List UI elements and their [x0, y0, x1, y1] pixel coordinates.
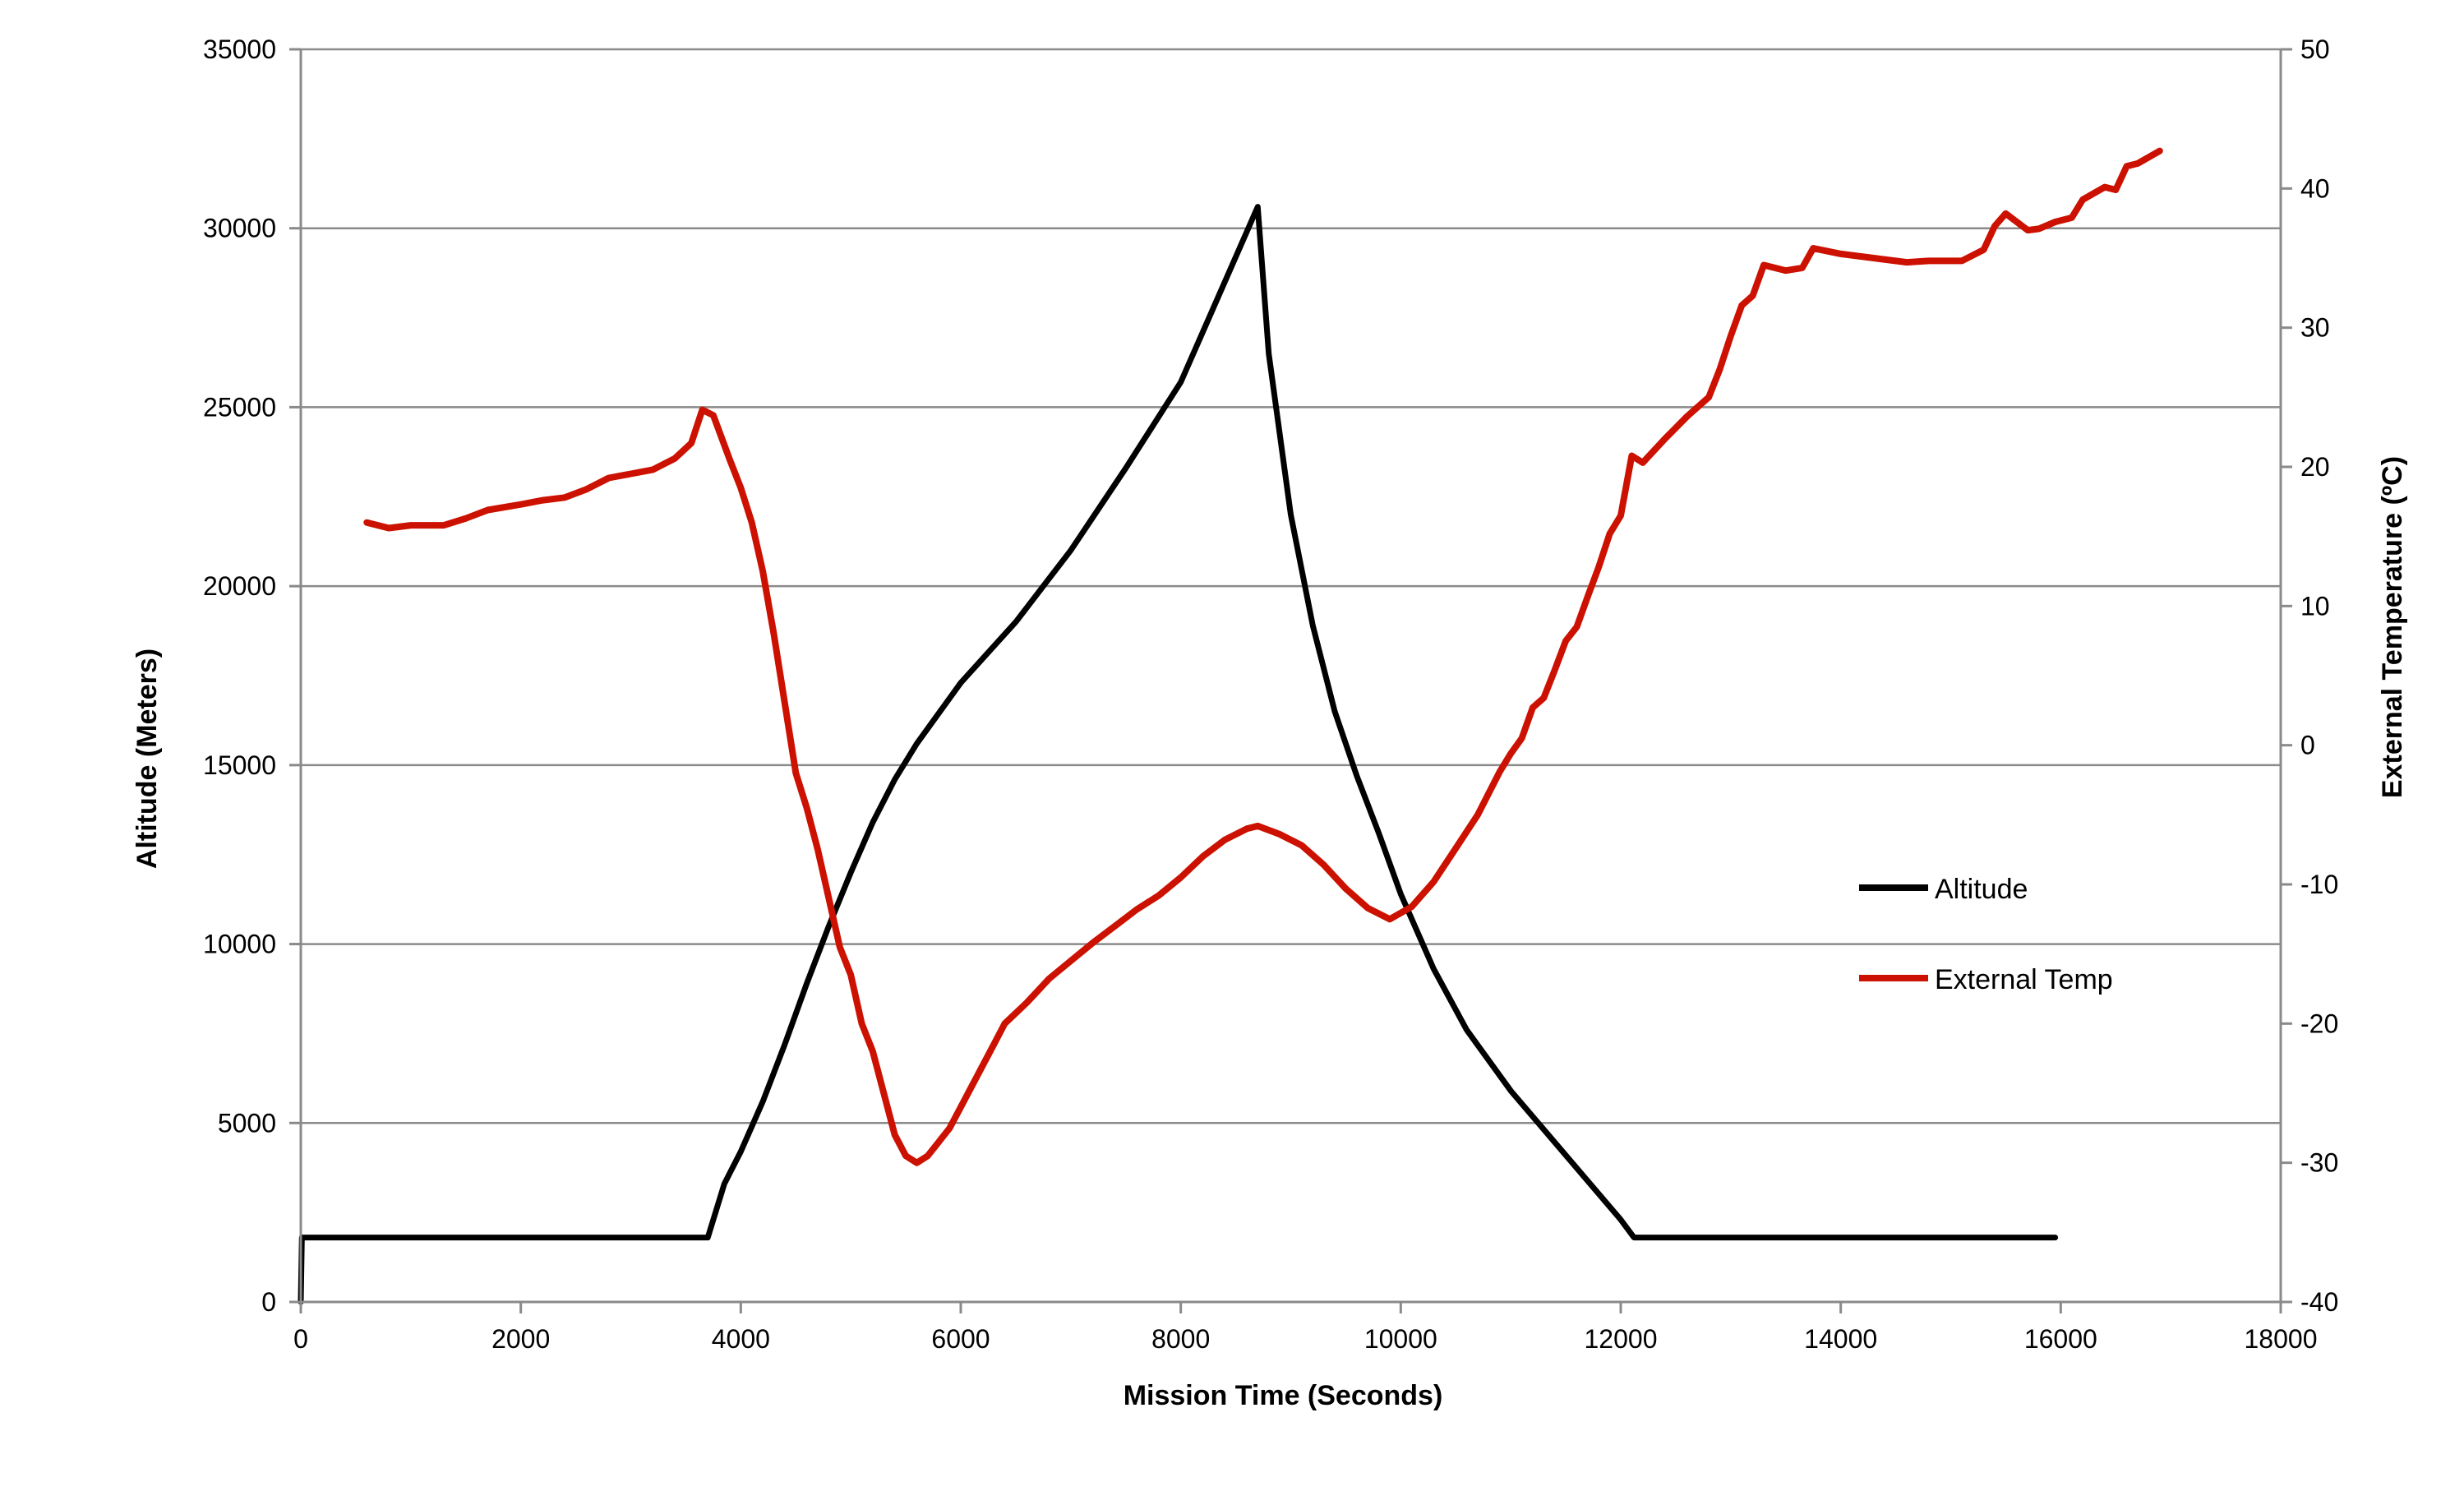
- x-tick-label-6000: 6000: [931, 1324, 990, 1354]
- y2-tick-label-10: 10: [2300, 591, 2330, 621]
- x-tick-label-12000: 12000: [1585, 1324, 1658, 1354]
- x-tick-label-18000: 18000: [2245, 1324, 2318, 1354]
- x-tick-label-10000: 10000: [1364, 1324, 1437, 1354]
- y-tick-label-35000: 35000: [203, 35, 276, 64]
- legend: Altitude External Temp: [1859, 874, 2113, 995]
- legend-label-altitude: Altitude: [1935, 874, 2028, 905]
- y-tick-label-10000: 10000: [203, 930, 276, 959]
- y2-tick-label-30: 30: [2300, 313, 2330, 343]
- y2-tick-label--30: -30: [2300, 1148, 2338, 1178]
- y2-tick-label-20: 20: [2300, 452, 2330, 482]
- x-axis-title: Mission Time (Seconds): [1124, 1380, 1443, 1411]
- y2-tick-label-40: 40: [2300, 173, 2330, 203]
- y-tick-label-15000: 15000: [203, 750, 276, 780]
- x-tick-label-16000: 16000: [2024, 1324, 2097, 1354]
- series-lines: [298, 147, 2163, 1305]
- x-tick-label-2000: 2000: [491, 1324, 550, 1354]
- series-line-altitude: [298, 204, 2059, 1305]
- y2-tick-label--10: -10: [2300, 870, 2338, 899]
- x-tick-label-14000: 14000: [1804, 1324, 1877, 1354]
- grid-lines: [301, 48, 2281, 1124]
- x-tick-label-0: 0: [293, 1324, 308, 1354]
- series-line-external-temp: [363, 147, 2163, 1166]
- tick-labels: 05000100001500020000250003000035000-40-3…: [203, 35, 2338, 1354]
- y-tick-label-0: 0: [261, 1287, 276, 1317]
- y-tick-label-5000: 5000: [218, 1108, 276, 1138]
- y-tick-label-20000: 20000: [203, 571, 276, 601]
- legend-label-external-temp: External Temp: [1935, 964, 2113, 995]
- y2-tick-label-0: 0: [2300, 731, 2315, 760]
- x-tick-label-4000: 4000: [712, 1324, 770, 1354]
- x-tick-label-8000: 8000: [1151, 1324, 1210, 1354]
- y-tick-label-30000: 30000: [203, 214, 276, 243]
- y2-axis-title: External Temperature (ºC): [2377, 456, 2408, 798]
- y-tick-label-25000: 25000: [203, 392, 276, 422]
- axes: [289, 48, 2292, 1313]
- y-axis-title: Altitude (Meters): [132, 649, 163, 869]
- y2-tick-label-50: 50: [2300, 35, 2330, 64]
- y2-tick-label--20: -20: [2300, 1009, 2338, 1038]
- y2-tick-label--40: -40: [2300, 1287, 2338, 1317]
